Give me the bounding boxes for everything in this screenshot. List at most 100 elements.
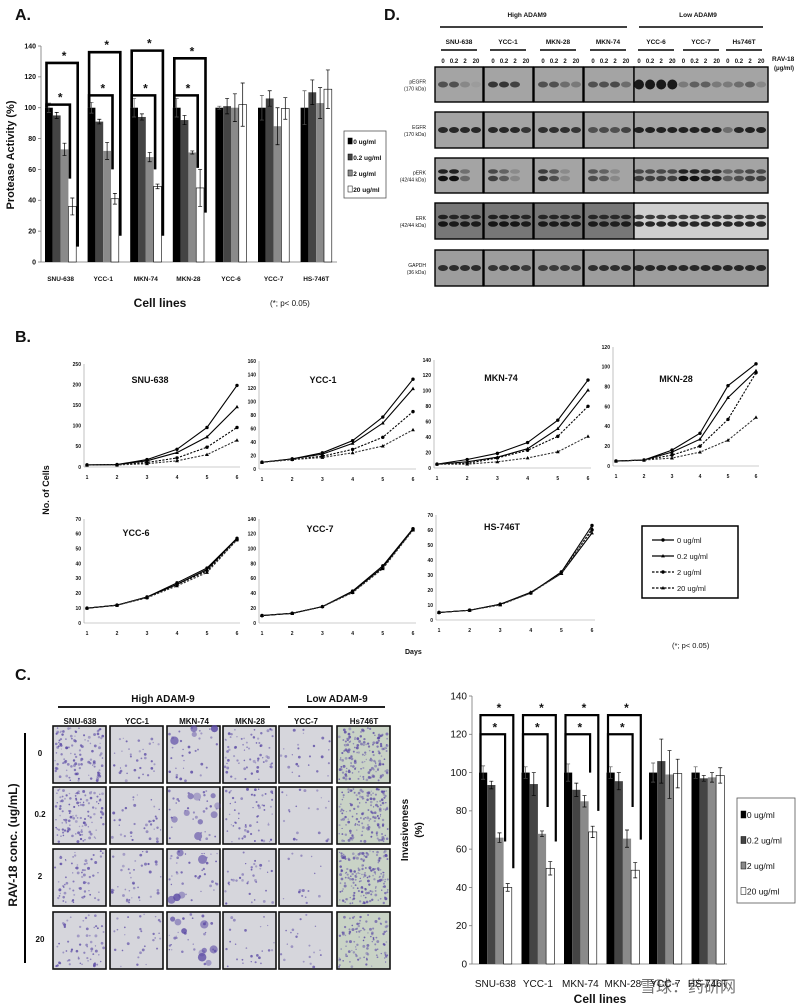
stained-cell [342, 794, 345, 797]
stained-cell [145, 830, 149, 834]
protein-band [538, 221, 548, 227]
protein-band [599, 127, 609, 133]
stained-cell [341, 812, 344, 815]
stained-cell [176, 849, 184, 857]
concentration-label: 2 [38, 872, 43, 881]
stained-cell [255, 880, 258, 883]
stained-cell [197, 748, 199, 751]
invasion-image [222, 911, 277, 970]
stained-cell [94, 945, 97, 947]
protein-band [588, 169, 598, 174]
stained-cell [340, 765, 343, 768]
stained-cell [268, 840, 271, 843]
lane-label: 0.2 [450, 59, 459, 65]
stained-cell [351, 877, 355, 881]
stained-cell [93, 926, 96, 929]
stained-cell [198, 949, 206, 957]
category-label: MKN-28 [176, 276, 201, 283]
stained-cell [362, 817, 365, 820]
protein-band [488, 265, 498, 271]
x-tick-label: 3 [321, 631, 324, 637]
stained-cell [355, 812, 358, 815]
stained-cell [379, 734, 382, 738]
stained-cell [159, 876, 162, 878]
stained-cell [296, 932, 299, 935]
stained-cell [152, 819, 155, 823]
y-tick-label: 60 [28, 167, 36, 174]
stained-cell [99, 960, 102, 963]
stained-cell [61, 795, 64, 798]
stained-cell [370, 835, 373, 838]
stained-cell [356, 751, 359, 754]
stained-cell [361, 852, 365, 855]
data-point-triangle [290, 457, 295, 461]
error-bar [182, 115, 187, 126]
bar [60, 149, 69, 262]
stained-cell [253, 899, 256, 901]
x-tick-label: 3 [321, 477, 324, 483]
stained-cell [99, 855, 103, 858]
stained-cell [371, 750, 375, 754]
invasion-image [52, 725, 107, 784]
stained-cell [343, 730, 347, 734]
protein-band [560, 265, 570, 271]
stained-cell [56, 964, 59, 967]
stained-cell [351, 898, 354, 901]
stained-cell [381, 875, 385, 879]
stained-cell [94, 925, 98, 928]
stained-cell [327, 775, 329, 777]
stained-cell [101, 734, 105, 738]
stained-cell [245, 741, 248, 744]
stained-cell [243, 767, 247, 771]
stained-cell [372, 743, 374, 746]
stained-cell [351, 872, 354, 876]
stained-cell [241, 873, 245, 876]
stained-cell [97, 898, 100, 902]
stained-cell [367, 829, 369, 831]
stained-cell [244, 824, 247, 826]
plot-title: YCC-7 [306, 524, 333, 534]
stained-cell [175, 862, 178, 864]
stained-cell [74, 730, 77, 733]
stained-cell [238, 837, 241, 840]
stained-cell [364, 754, 366, 757]
stained-cell [189, 913, 193, 916]
stained-cell [353, 915, 356, 918]
stained-cell [156, 840, 159, 843]
stained-cell [130, 835, 132, 838]
stained-cell [349, 875, 352, 877]
stained-cell [363, 901, 366, 905]
x-tick-label: 6 [412, 631, 415, 637]
stained-cell [127, 868, 130, 871]
stained-cell [227, 881, 231, 884]
stained-cell [264, 792, 267, 795]
stained-cell [349, 902, 352, 905]
stained-cell [328, 749, 330, 751]
stained-cell [65, 746, 68, 750]
stained-cell [243, 835, 247, 838]
stained-cell [215, 860, 217, 863]
stained-cell [352, 897, 356, 900]
legend-swatch [347, 153, 353, 161]
blot-membrane [434, 157, 484, 194]
stained-cell [367, 809, 370, 811]
bar [691, 772, 700, 964]
error-bar [259, 95, 264, 121]
stained-cell [80, 757, 84, 761]
stained-cell [54, 742, 58, 746]
stained-cell [155, 817, 158, 820]
stained-cell [252, 806, 254, 809]
stained-cell [74, 772, 78, 776]
stained-cell [370, 766, 374, 770]
stained-cell [148, 742, 152, 745]
error-bar [267, 90, 272, 107]
protein-band [745, 214, 755, 220]
error-bar [701, 775, 706, 782]
x-tick-label: 2 [116, 631, 119, 637]
blot-membrane [633, 202, 769, 240]
invasion-image [336, 848, 391, 907]
stained-cell [88, 791, 92, 795]
protein-band [689, 221, 700, 227]
stained-cell [98, 954, 100, 956]
stained-cell [350, 885, 353, 887]
